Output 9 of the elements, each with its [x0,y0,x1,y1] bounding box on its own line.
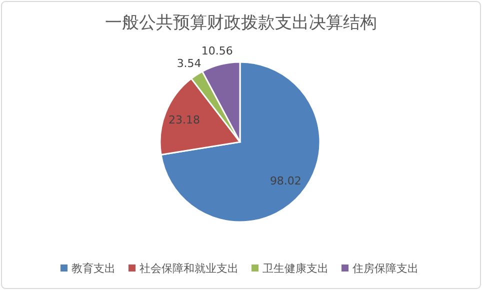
legend-label: 住房保障支出 [352,262,418,275]
legend-label: 教育支出 [72,262,116,275]
data-label: 3.54 [176,56,202,70]
chart-title: 一般公共预算财政拨款支出决算结构 [105,13,377,33]
data-label: 10.56 [201,44,233,58]
legend-label: 卫生健康支出 [262,262,328,275]
legend-label: 社会保障和就业支出 [140,262,238,275]
data-label: 98.02 [270,174,302,188]
data-label: 23.18 [168,114,200,127]
